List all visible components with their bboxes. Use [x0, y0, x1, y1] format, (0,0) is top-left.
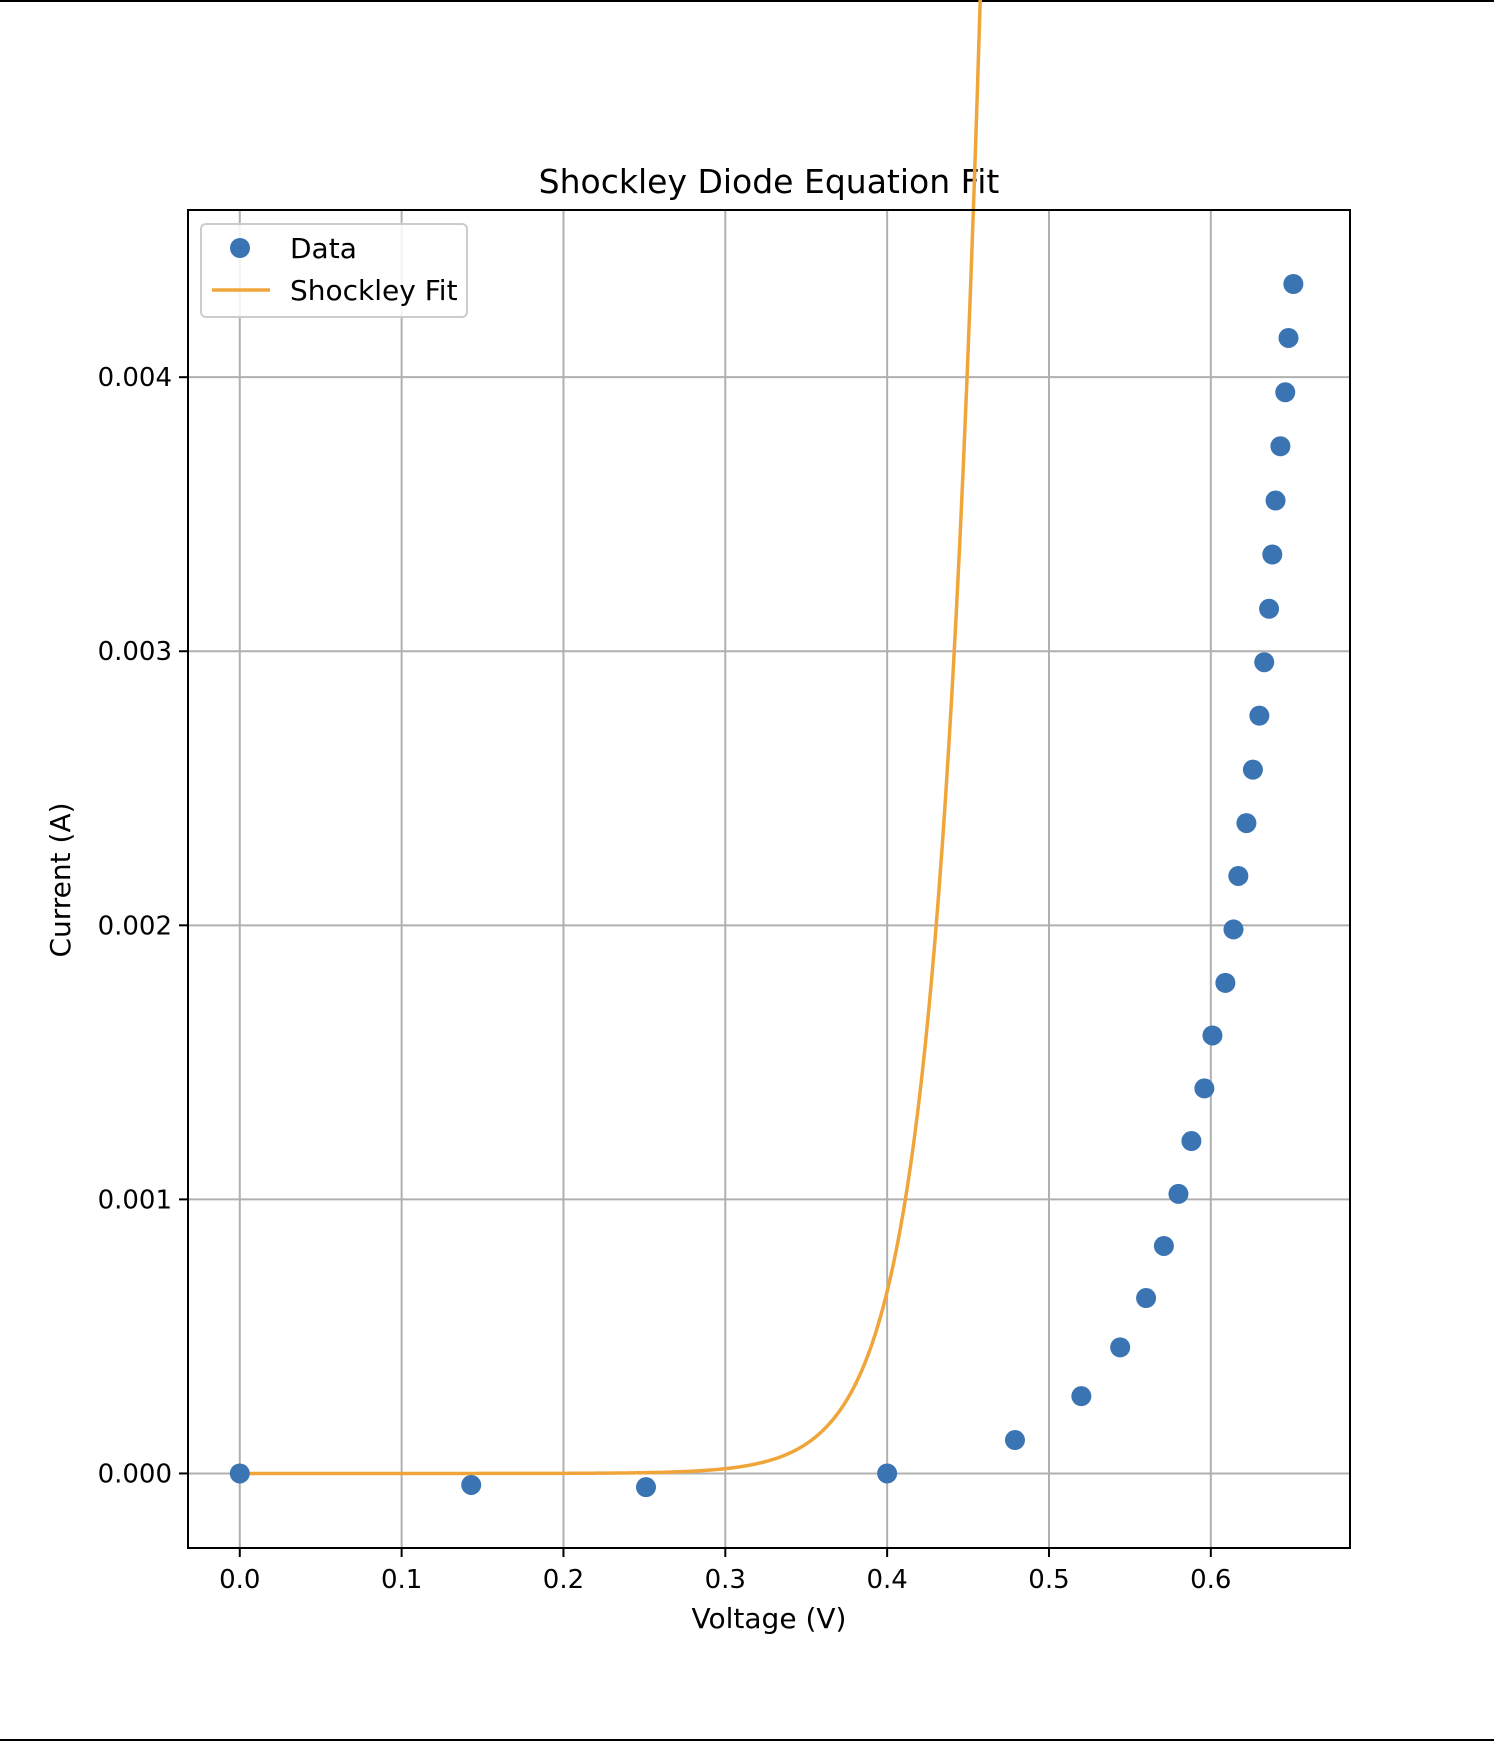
data-point	[636, 1477, 656, 1498]
data-point	[1278, 327, 1299, 348]
data-point	[461, 1474, 482, 1495]
data-point	[229, 1463, 250, 1484]
legend-box	[200, 223, 468, 318]
y-tick-label: 0.004	[98, 363, 172, 393]
fit-curve-layer	[239, 0, 982, 1476]
data-point	[1202, 1025, 1223, 1046]
data-point	[1181, 1131, 1202, 1152]
data-point	[1242, 759, 1263, 780]
data-point	[1262, 544, 1283, 565]
data-point	[1265, 490, 1286, 511]
legend: Data Shockley Fit	[200, 223, 468, 318]
y-tick-label: 0.002	[98, 911, 172, 941]
y-tick-label: 0.001	[98, 1185, 172, 1215]
plot-area-border	[187, 209, 1351, 1549]
x-tick-label: 0.2	[543, 1565, 584, 1595]
data-point	[1270, 436, 1291, 457]
data-point	[1259, 598, 1280, 619]
data-point	[1249, 705, 1270, 726]
data-point	[1071, 1386, 1092, 1407]
x-tick-label: 0.0	[219, 1565, 260, 1595]
x-tick-label: 0.4	[866, 1565, 907, 1595]
x-tick-label: 0.3	[705, 1565, 746, 1595]
data-point	[1168, 1183, 1189, 1204]
data-point	[1136, 1288, 1157, 1309]
y-tick-label: 0.000	[98, 1459, 172, 1489]
data-point	[1110, 1337, 1131, 1358]
legend-fit-label: Shockley Fit	[290, 274, 458, 307]
data-point	[877, 1463, 898, 1484]
grid	[188, 210, 1350, 1548]
data-points-layer	[229, 274, 1304, 1498]
legend-data-label: Data	[290, 232, 357, 265]
data-point	[1223, 919, 1244, 940]
data-point	[1153, 1235, 1174, 1256]
x-tick-label: 0.5	[1028, 1565, 1069, 1595]
data-point	[1215, 972, 1236, 993]
data-point	[1194, 1078, 1215, 1099]
x-tick-label: 0.1	[381, 1565, 422, 1595]
x-axis-label: Voltage (V)	[692, 1602, 847, 1635]
y-tick-label: 0.003	[98, 637, 172, 667]
x-tick-label: 0.6	[1190, 1565, 1231, 1595]
chart-title: Shockley Diode Equation Fit	[539, 162, 1000, 201]
fit-curve-line	[239, 0, 982, 1476]
legend-data-marker	[230, 238, 250, 258]
data-point	[1283, 274, 1304, 294]
axis-ticks: 0.0 0.1 0.2 0.3 0.4 0.5 0.6 0.000 0.001 0.002 0.00…	[98, 363, 1232, 1595]
data-point	[1275, 382, 1296, 403]
data-point	[1004, 1430, 1025, 1451]
y-axis-label: Current (A)	[44, 802, 77, 957]
data-point	[1228, 865, 1249, 886]
data-point	[1254, 652, 1275, 673]
data-point	[1236, 813, 1257, 834]
